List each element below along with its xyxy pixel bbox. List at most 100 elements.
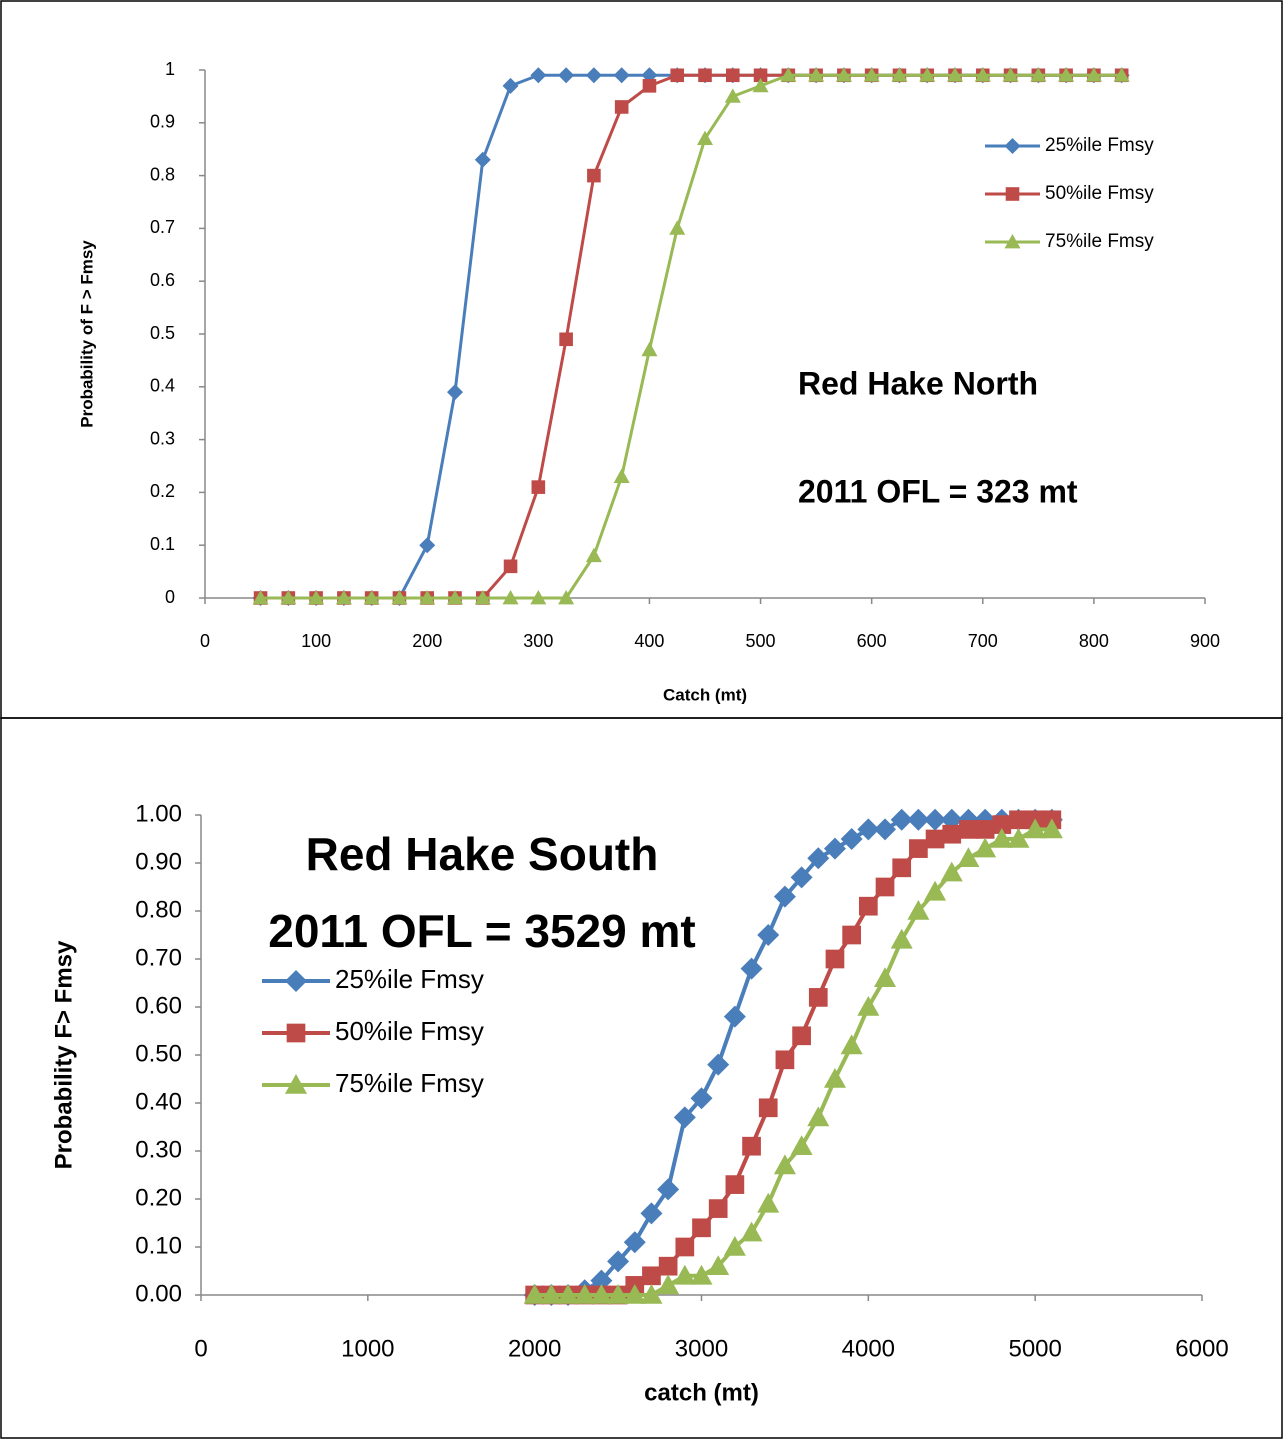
- marker: [835, 67, 852, 82]
- marker: [974, 67, 991, 82]
- marker: [540, 1284, 563, 1304]
- y-tick-label: 0.10: [135, 1232, 182, 1259]
- marker: [1024, 818, 1047, 839]
- x-tick-label: 900: [1190, 631, 1220, 651]
- marker: [707, 1053, 730, 1076]
- marker: [823, 837, 846, 860]
- marker: [557, 1284, 580, 1304]
- x-tick-label: 4000: [842, 1335, 895, 1362]
- legend-label: 50%ile Fmsy: [335, 1016, 484, 1046]
- marker: [587, 168, 601, 183]
- marker: [909, 839, 928, 858]
- x-tick-label: 1000: [341, 1335, 394, 1362]
- y-tick-label: 0.40: [135, 1088, 182, 1115]
- marker: [391, 590, 408, 605]
- marker: [723, 1236, 746, 1256]
- marker: [1004, 234, 1021, 249]
- marker: [419, 590, 436, 605]
- marker: [752, 77, 769, 93]
- marker: [757, 924, 780, 946]
- marker: [975, 820, 995, 839]
- y-tick-label: 0.60: [135, 992, 182, 1019]
- marker: [590, 1284, 613, 1304]
- marker: [673, 1264, 696, 1285]
- y-tick-label: 0.90: [135, 848, 182, 875]
- marker: [758, 1098, 778, 1118]
- marker: [757, 1192, 780, 1213]
- y-tick-label: 0.1: [150, 534, 175, 554]
- marker: [823, 1068, 846, 1088]
- x-tick-label: 800: [1079, 631, 1109, 651]
- y-tick-label: 1: [165, 59, 175, 79]
- marker: [530, 590, 547, 605]
- y-axis-title: Probability F> Fmsy: [50, 940, 77, 1169]
- y-tick-label: 0.30: [135, 1136, 182, 1163]
- panel-border: [0, 0, 1283, 719]
- marker: [790, 866, 813, 889]
- panel-border: [0, 717, 1283, 1439]
- marker: [558, 590, 575, 605]
- marker: [1009, 810, 1028, 830]
- marker: [697, 130, 713, 146]
- marker: [1002, 67, 1019, 82]
- marker: [959, 820, 978, 839]
- marker: [840, 828, 863, 850]
- marker: [875, 877, 895, 897]
- marker: [708, 1199, 728, 1218]
- marker: [840, 1034, 863, 1055]
- marker: [957, 847, 980, 867]
- y-tick-label: 0.8: [150, 164, 175, 184]
- marker: [1004, 138, 1021, 154]
- legend-label: 25%ile Fmsy: [335, 964, 484, 994]
- y-axis-title: Probability of F > Fmsy: [77, 240, 96, 428]
- marker: [1007, 828, 1030, 848]
- marker: [907, 808, 930, 831]
- marker: [992, 815, 1012, 834]
- x-tick-label: 6000: [1175, 1335, 1228, 1362]
- x-tick-label: 700: [968, 631, 998, 651]
- marker: [613, 67, 630, 84]
- marker: [890, 928, 913, 949]
- marker: [891, 67, 908, 82]
- x-axis-title: catch (mt): [644, 1379, 759, 1406]
- marker: [790, 1135, 813, 1155]
- marker: [503, 559, 518, 574]
- marker: [942, 824, 962, 844]
- marker: [502, 77, 519, 94]
- marker: [623, 1284, 646, 1304]
- marker: [1005, 187, 1020, 201]
- marker: [807, 1106, 830, 1127]
- marker: [842, 925, 861, 945]
- marker: [613, 468, 630, 483]
- marker: [308, 590, 325, 605]
- marker: [607, 1284, 630, 1304]
- x-tick-label: 300: [523, 631, 553, 651]
- marker: [447, 384, 463, 401]
- marker: [919, 67, 936, 82]
- marker: [640, 1202, 663, 1225]
- marker: [641, 341, 658, 357]
- marker: [807, 847, 830, 870]
- marker: [724, 88, 741, 103]
- marker: [974, 837, 997, 858]
- y-tick-label: 0.6: [150, 270, 175, 290]
- marker: [642, 1266, 661, 1286]
- marker: [669, 220, 686, 235]
- marker: [742, 1136, 761, 1156]
- marker: [252, 590, 269, 605]
- y-tick-label: 0.50: [135, 1040, 182, 1067]
- marker: [523, 1284, 546, 1304]
- marker: [725, 1175, 745, 1194]
- marker: [530, 67, 547, 84]
- x-tick-label: 500: [746, 631, 776, 651]
- marker: [1085, 67, 1102, 82]
- marker: [607, 1250, 630, 1273]
- marker: [673, 1106, 696, 1129]
- marker: [808, 67, 825, 82]
- marker: [775, 1050, 795, 1070]
- x-tick-label: 0: [200, 631, 210, 651]
- marker: [585, 547, 602, 563]
- marker: [925, 829, 945, 849]
- x-tick-label: 2000: [508, 1335, 561, 1362]
